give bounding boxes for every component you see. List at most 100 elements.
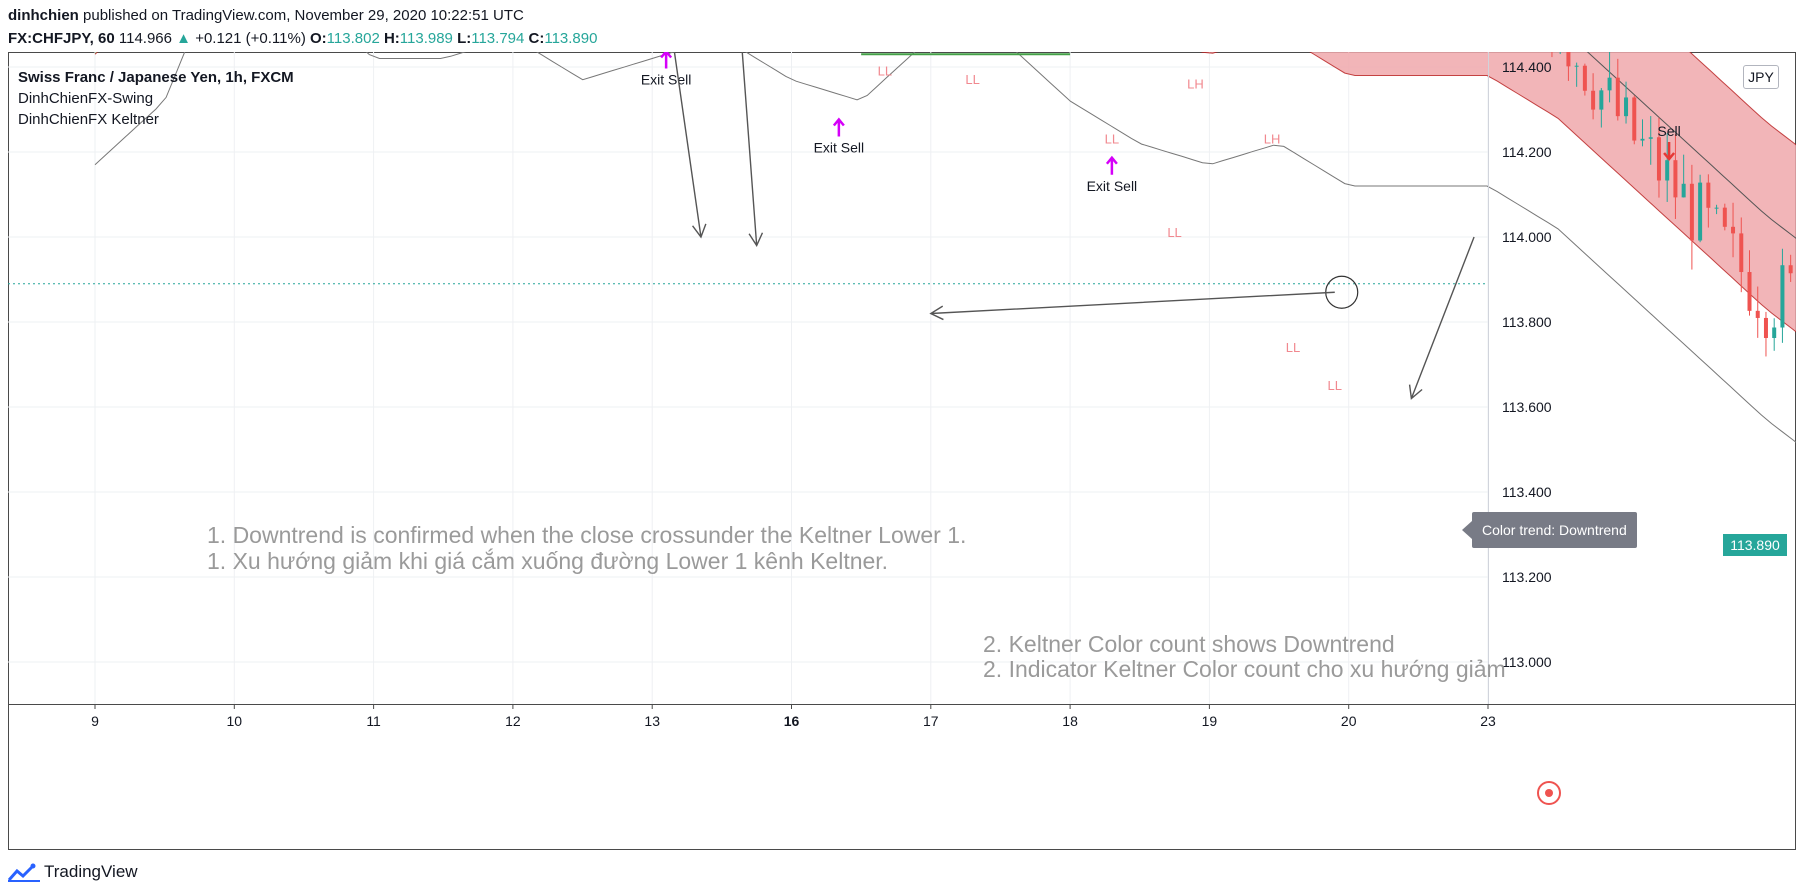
time-tick-label-6: 17 xyxy=(923,713,939,729)
keltner-band-segment-4 xyxy=(1201,52,1796,332)
low-label: L: xyxy=(457,30,472,47)
open-label: O: xyxy=(310,30,327,47)
symbol-label: FX:CHFJPY, 60 xyxy=(8,30,115,47)
candle-body-182 xyxy=(1591,90,1596,110)
time-tick-label-3: 12 xyxy=(505,713,521,729)
signal-label-4: Exit Sell xyxy=(641,72,692,88)
signal-label-9: Sell xyxy=(1657,123,1680,139)
time-tick-label-1: 10 xyxy=(227,713,243,729)
candle-body-185 xyxy=(1615,77,1620,117)
price-chart[interactable]: HLHLLLLHHLLHLLHLLLHHLLLHLLLHHHLLLHHHLLLH… xyxy=(8,52,1796,850)
chart-frame xyxy=(8,52,1796,850)
price-tick-label-4: 113.800 xyxy=(1502,314,1552,330)
time-tick-label-0: 9 xyxy=(91,713,99,729)
ohlc-bar: FX:CHFJPY, 60 114.966 ▲ +0.121 (+0.11%) … xyxy=(8,29,597,49)
note-1-vietnamese: 1. Xu hướng giảm khi giá cắm xuống đường… xyxy=(207,548,889,574)
close-value: 113.890 xyxy=(544,30,598,47)
note-2-english: 2. Keltner Color count shows Downtrend xyxy=(983,631,1395,657)
price-tick-label-0: 113.000 xyxy=(1502,654,1552,670)
color-trend-tooltip: Color trend: Downtrend xyxy=(1462,512,1637,548)
swing-label-19: LH xyxy=(1187,76,1204,91)
swing-label-21: LH xyxy=(1264,132,1281,147)
legend-indicator-swing[interactable]: DinhChienFX-Swing xyxy=(18,90,154,107)
price-tick-label-3: 113.600 xyxy=(1502,399,1552,415)
legend-symbol-title[interactable]: Swiss Franc / Japanese Yen, 1h, FXCM xyxy=(18,69,294,86)
swing-label-12: LL xyxy=(878,64,892,79)
replay-icon[interactable] xyxy=(1537,781,1561,805)
keltner-lower-2 xyxy=(94,52,1796,443)
annotation-arrow-0 xyxy=(673,52,707,239)
candle-body-193 xyxy=(1681,183,1686,198)
keltner-band-segment-0 xyxy=(95,52,98,55)
candle-body-189 xyxy=(1648,137,1653,139)
price-tick-label-1: 113.200 xyxy=(1502,569,1552,585)
candle-body-179 xyxy=(1566,52,1571,67)
candle-body-206 xyxy=(1788,265,1793,274)
time-tick-label-5: 16 xyxy=(784,713,800,729)
last-price: 114.966 xyxy=(118,30,172,47)
swing-label-18: LL xyxy=(1105,132,1119,147)
candle-body-203 xyxy=(1763,317,1768,339)
candle-body-192 xyxy=(1673,160,1678,198)
high-value: 113.989 xyxy=(399,30,453,47)
annotation-arrow-2 xyxy=(929,291,1335,321)
keltner-lower-1 xyxy=(94,52,1796,333)
low-value: 113.794 xyxy=(471,30,525,47)
swing-label-22: LL xyxy=(1286,340,1300,355)
signal-arrow-6 xyxy=(832,117,845,137)
candle-body-191 xyxy=(1665,160,1670,181)
tradingview-brand: TradingView xyxy=(44,862,138,881)
swing-label-20: LL xyxy=(1167,225,1181,240)
candle-body-194 xyxy=(1689,183,1694,241)
candle-body-198 xyxy=(1722,207,1727,227)
tradingview-logo-icon xyxy=(8,863,40,882)
high-label: H: xyxy=(383,30,400,47)
change-up-icon: ▲ xyxy=(176,30,192,47)
time-tick-label-8: 19 xyxy=(1202,713,1218,729)
signal-arrow-8 xyxy=(1105,155,1118,175)
candle-body-201 xyxy=(1747,272,1752,311)
time-tick-label-9: 20 xyxy=(1341,713,1357,729)
candle-body-202 xyxy=(1755,310,1760,318)
candle-body-184 xyxy=(1607,77,1612,91)
tradingview-footer[interactable]: TradingView xyxy=(8,862,138,883)
time-tick-label-2: 11 xyxy=(366,713,381,729)
candle-body-197 xyxy=(1714,207,1719,209)
signal-label-6: Exit Sell xyxy=(814,140,865,156)
signal-label-8: Exit Sell xyxy=(1087,178,1138,194)
note-1-english: 1. Downtrend is confirmed when the close… xyxy=(207,522,967,548)
author-name[interactable]: dinhchien xyxy=(8,7,79,24)
note-2-vietnamese: 2. Indicator Keltner Color count cho xu … xyxy=(983,656,1506,682)
signal-arrow-9 xyxy=(1663,142,1676,161)
time-tick-label-10: 23 xyxy=(1480,713,1496,729)
swing-label-15: LL xyxy=(965,72,979,87)
currency-badge[interactable]: JPY xyxy=(1743,65,1779,89)
close-label: C: xyxy=(528,30,545,47)
annotation-arrow-1 xyxy=(741,52,764,247)
price-tick-label-7: 114.400 xyxy=(1502,59,1552,75)
open-value: 113.802 xyxy=(326,30,380,47)
swing-label-23: LL xyxy=(1328,378,1342,393)
candle-body-188 xyxy=(1640,138,1645,141)
candle-body-204 xyxy=(1772,327,1777,339)
candle-body-205 xyxy=(1780,265,1785,328)
candle-body-181 xyxy=(1582,65,1587,91)
replay-icon-dot xyxy=(1545,789,1553,797)
time-tick-label-4: 13 xyxy=(644,713,660,729)
candle-body-187 xyxy=(1632,97,1637,141)
annotation-arrow-3 xyxy=(1408,236,1475,400)
candle-body-180 xyxy=(1574,65,1579,67)
legend-indicator-keltner[interactable]: DinhChienFX Keltner xyxy=(18,111,159,128)
candle-body-190 xyxy=(1656,137,1661,181)
candle-body-186 xyxy=(1624,97,1629,117)
current-price-tag: 113.890 xyxy=(1723,534,1787,556)
candle-body-196 xyxy=(1706,182,1711,208)
publish-header: dinhchien published on TradingView.com, … xyxy=(8,6,524,26)
candle-body-200 xyxy=(1739,233,1744,273)
signal-arrow-4 xyxy=(660,52,673,69)
candle-body-195 xyxy=(1698,182,1703,241)
time-tick-label-7: 18 xyxy=(1062,713,1078,729)
candle-body-199 xyxy=(1731,226,1736,234)
price-change: +0.121 (+0.11%) xyxy=(195,30,306,47)
candle-body-183 xyxy=(1599,90,1604,110)
